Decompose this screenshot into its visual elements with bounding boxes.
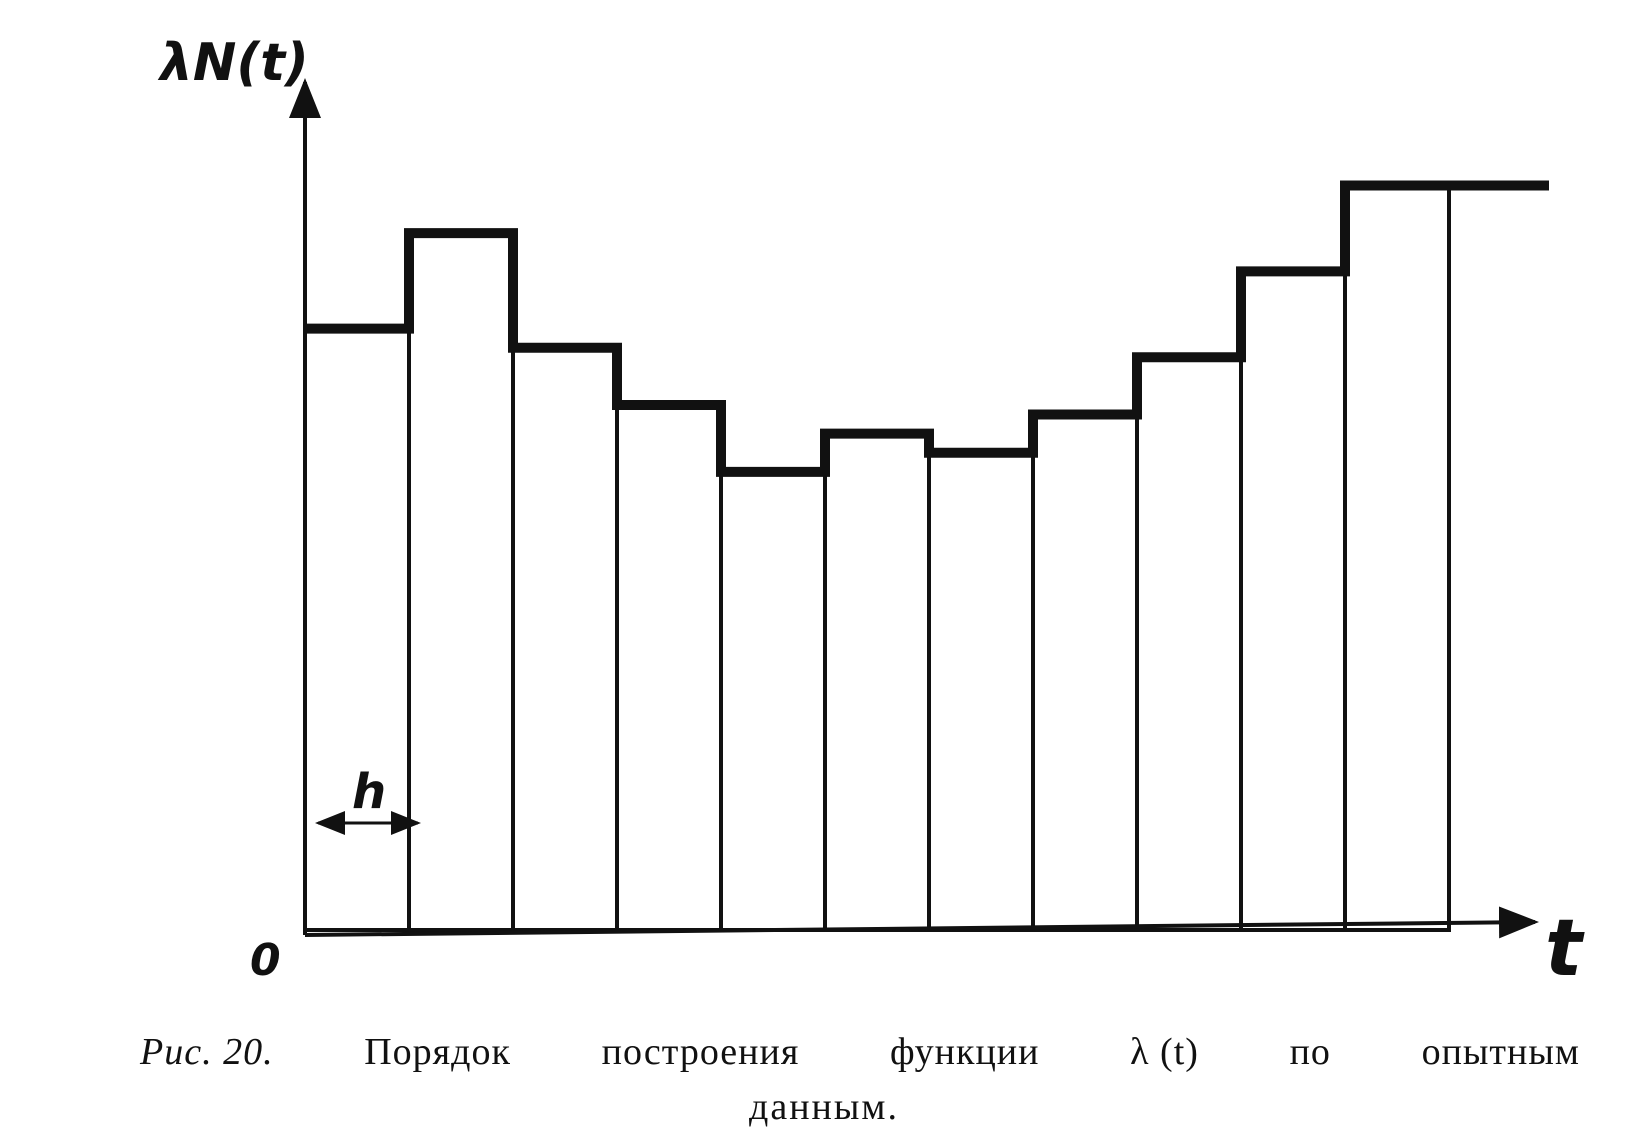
- bar-1: [303, 326, 411, 932]
- x-axis: [304, 906, 1539, 939]
- figure-caption-line2: данным.: [749, 1086, 899, 1128]
- axes: [289, 78, 1539, 939]
- bar-3: [511, 345, 619, 932]
- caption-word-1: Порядок: [364, 1031, 511, 1073]
- h-label: h: [352, 764, 386, 820]
- origin-label: 0: [250, 935, 281, 986]
- caption-fig-label: Рис. 20.: [140, 1031, 274, 1073]
- bar-8: [1031, 412, 1139, 932]
- bar-9: [1135, 355, 1243, 933]
- x-axis-label: t: [1545, 904, 1585, 994]
- bar-10: [1239, 269, 1347, 932]
- bar-4: [615, 403, 723, 932]
- y-axis-label-lambda: λN(t): [157, 33, 309, 93]
- interval-h-marker: h: [315, 764, 421, 835]
- figure-caption: Рис. 20. Порядок построения функции λ (t…: [140, 1030, 1580, 1074]
- caption-word-3: функции: [889, 1031, 1040, 1073]
- caption-word-4: λ (t): [1130, 1031, 1199, 1073]
- bar-11: [1343, 183, 1451, 933]
- bar-5: [719, 469, 827, 932]
- caption-word-5: по: [1289, 1031, 1331, 1073]
- bar-7: [927, 450, 1035, 932]
- caption-word-2: построения: [601, 1031, 800, 1073]
- caption-word-6: опытным: [1421, 1031, 1580, 1073]
- bar-6: [823, 431, 931, 932]
- bar-2: [407, 231, 515, 932]
- step-line: [305, 180, 1549, 477]
- bars: [303, 183, 1451, 933]
